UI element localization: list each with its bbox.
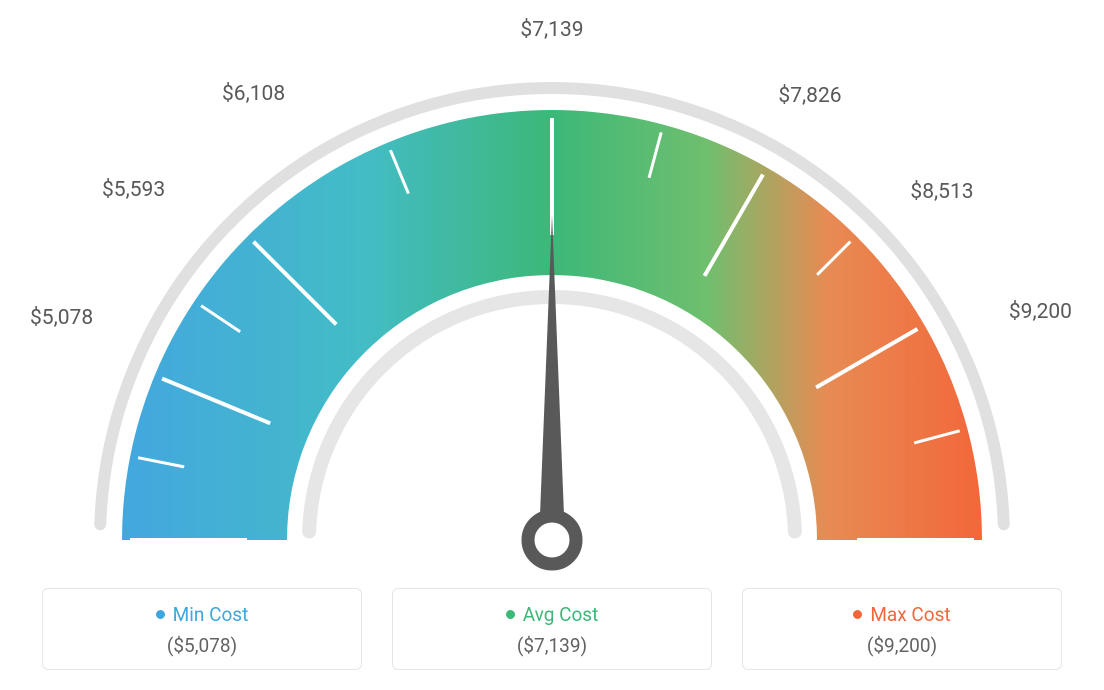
dot-icon bbox=[156, 610, 165, 619]
legend-title-min: Min Cost bbox=[156, 603, 249, 626]
legend-label-max: Max Cost bbox=[870, 603, 950, 626]
dot-icon bbox=[506, 610, 515, 619]
legend-value-avg: ($7,139) bbox=[403, 634, 701, 657]
gauge-tick-label: $6,108 bbox=[222, 82, 285, 106]
legend-row: Min Cost ($5,078) Avg Cost ($7,139) Max … bbox=[0, 588, 1104, 670]
gauge-svg bbox=[32, 40, 1072, 580]
dot-icon bbox=[853, 610, 862, 619]
gauge-tick-label: $7,139 bbox=[520, 18, 583, 42]
legend-card-avg: Avg Cost ($7,139) bbox=[392, 588, 712, 670]
legend-card-min: Min Cost ($5,078) bbox=[42, 588, 362, 670]
gauge-tick-label: $5,593 bbox=[102, 178, 165, 202]
gauge-tick-label: $5,078 bbox=[30, 306, 93, 330]
gauge-tick-label: $7,826 bbox=[778, 84, 841, 108]
legend-label-avg: Avg Cost bbox=[523, 603, 599, 626]
legend-title-max: Max Cost bbox=[853, 603, 950, 626]
gauge-tick-label: $8,513 bbox=[910, 180, 973, 204]
legend-label-min: Min Cost bbox=[173, 603, 249, 626]
legend-card-max: Max Cost ($9,200) bbox=[742, 588, 1062, 670]
gauge-tick-label: $9,200 bbox=[1009, 300, 1072, 324]
legend-value-min: ($5,078) bbox=[53, 634, 351, 657]
legend-title-avg: Avg Cost bbox=[506, 603, 599, 626]
legend-value-max: ($9,200) bbox=[753, 634, 1051, 657]
cost-gauge: $5,078 $5,593 $6,108 $7,139 $7,826 $8,513 $9,2… bbox=[0, 0, 1104, 560]
